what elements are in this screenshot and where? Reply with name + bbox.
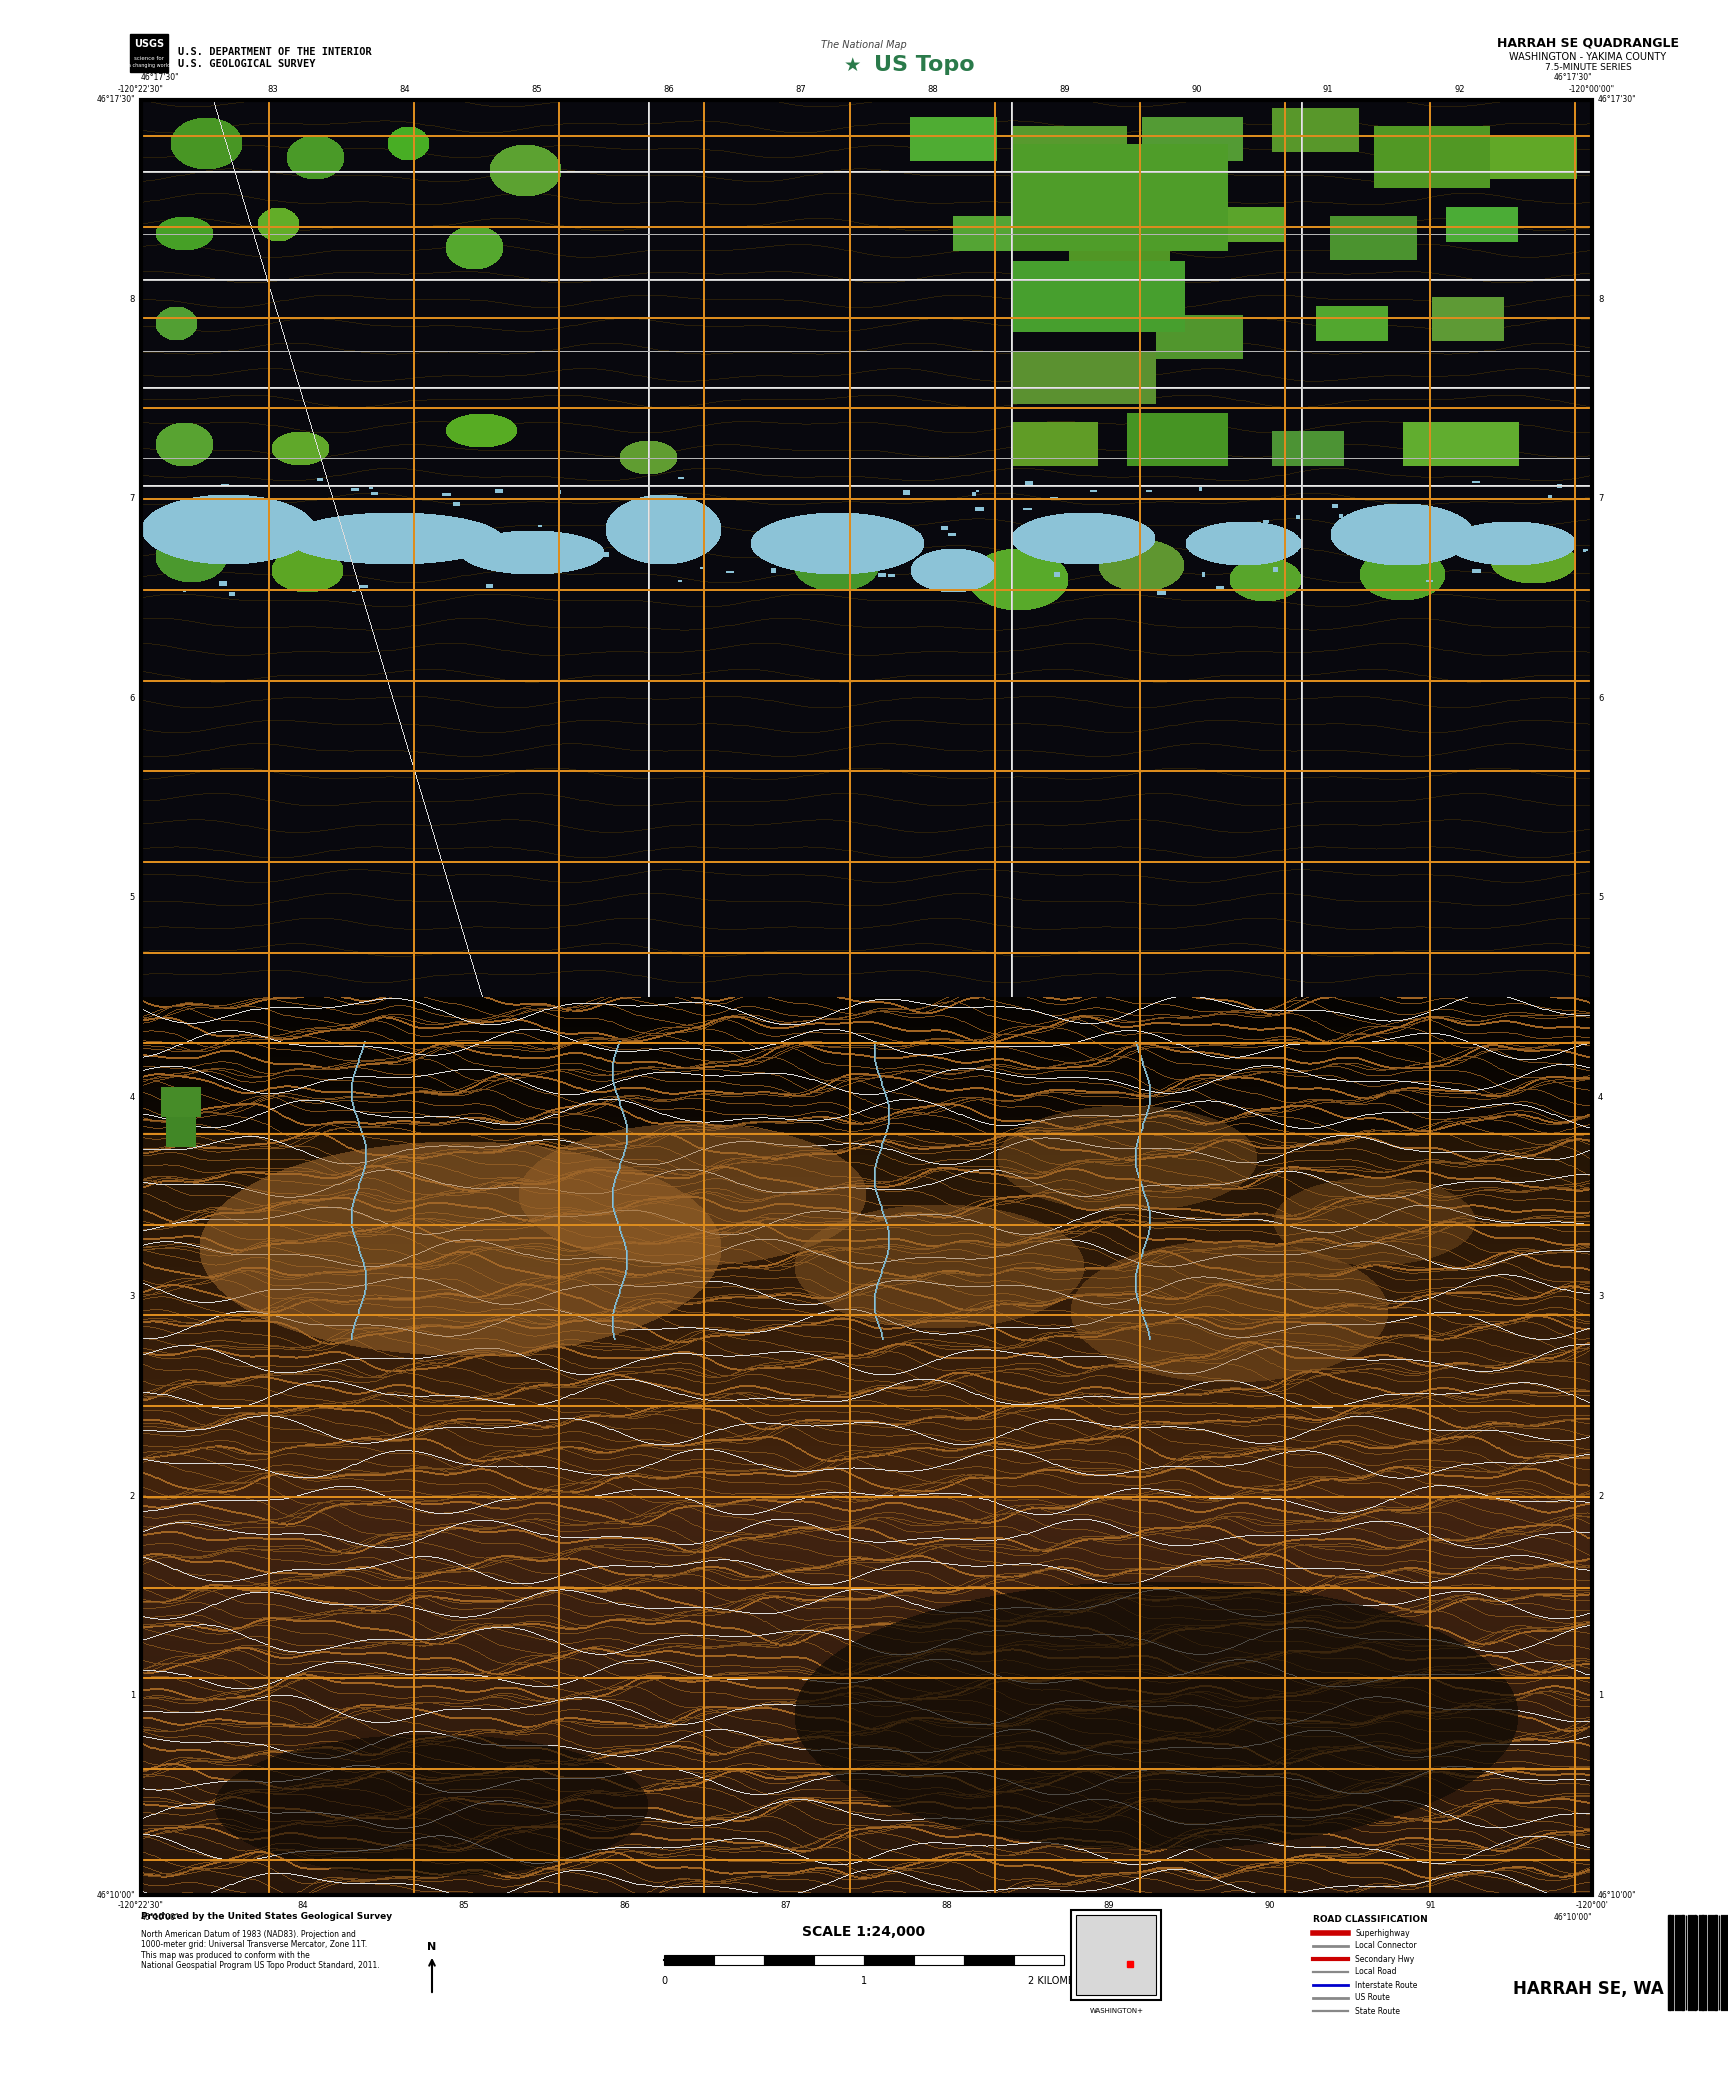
Text: 2 KILOMETERS: 2 KILOMETERS [1028,1975,1099,1986]
Text: US Topo: US Topo [874,54,975,75]
Bar [1071,1911,1161,2000]
Text: 7.5-MINUTE SERIES: 7.5-MINUTE SERIES [1545,63,1631,73]
Text: 4: 4 [130,1092,135,1102]
Text: USGS: USGS [135,40,164,48]
Text: ★: ★ [843,56,861,75]
Text: The National Map: The National Map [821,40,907,50]
Text: 86: 86 [619,1900,631,1911]
Text: 83: 83 [268,86,278,94]
Text: science for: science for [135,56,164,61]
Bar [130,33,168,71]
Text: Local Road: Local Road [1355,1967,1396,1977]
Text: Secondary Hwy: Secondary Hwy [1355,1954,1415,1963]
Text: SCALE 1:24,000: SCALE 1:24,000 [802,1925,926,1940]
Text: -120°00': -120°00' [1576,1900,1609,1911]
Text: 7: 7 [1598,495,1604,503]
Text: US Route: US Route [1355,1994,1389,2002]
Text: 6: 6 [1598,693,1604,704]
Text: WASHINGTON+: WASHINGTON+ [1089,2009,1144,2015]
Bar [664,1954,714,1965]
Text: a changing world: a changing world [128,63,169,67]
Bar [714,1954,764,1965]
Bar [1014,1954,1064,1965]
Text: 84: 84 [297,1900,308,1911]
Text: 7: 7 [130,495,135,503]
Text: 86: 86 [664,86,674,94]
Bar [864,1954,914,1965]
Text: 88: 88 [928,86,938,94]
Text: 90: 90 [1265,1900,1275,1911]
Text: 0: 0 [660,1975,667,1986]
Text: 46°17'30": 46°17'30" [142,73,180,81]
Text: 46°10'00": 46°10'00" [97,1890,135,1900]
Text: WASHINGTON - YAKIMA COUNTY: WASHINGTON - YAKIMA COUNTY [1510,52,1666,63]
Text: 3: 3 [130,1292,135,1301]
Text: North American Datum of 1983 (NAD83). Projection and
1000-meter grid: Universal : North American Datum of 1983 (NAD83). Pr… [142,1929,380,1971]
Text: 46°10'00": 46°10'00" [1553,1913,1591,1921]
Text: HARRAH SE, WA: HARRAH SE, WA [1512,1979,1664,1998]
Text: 87: 87 [781,1900,791,1911]
Text: 91: 91 [1426,1900,1436,1911]
Text: N: N [427,1942,437,1952]
Text: -120°00'00": -120°00'00" [1569,86,1616,94]
Text: 85: 85 [458,1900,468,1911]
Text: 46°17'30": 46°17'30" [97,96,135,104]
Bar [914,1954,964,1965]
Text: 1: 1 [130,1691,135,1700]
Text: State Route: State Route [1355,2007,1400,2015]
Text: U.S. GEOLOGICAL SURVEY: U.S. GEOLOGICAL SURVEY [178,58,316,69]
Text: 89: 89 [1102,1900,1113,1911]
Text: 1: 1 [1598,1691,1604,1700]
Text: 90: 90 [1191,86,1201,94]
Text: -120°22'30": -120°22'30" [118,1900,164,1911]
Text: 87: 87 [795,86,805,94]
Text: 85: 85 [532,86,543,94]
Text: ROAD CLASSIFICATION: ROAD CLASSIFICATION [1313,1915,1427,1923]
Text: 92: 92 [1455,86,1465,94]
Text: 46°17'30": 46°17'30" [1553,73,1591,81]
Bar [142,100,1591,1896]
Text: 5: 5 [130,894,135,902]
Bar [964,1954,1014,1965]
Text: -120°22'30": -120°22'30" [118,86,164,94]
Text: 46°10'00": 46°10'00" [1598,1890,1636,1900]
Bar [814,1954,864,1965]
Text: Local Connector: Local Connector [1355,1942,1417,1950]
Text: 8: 8 [1598,294,1604,305]
Text: 2: 2 [1598,1491,1604,1501]
Text: Interstate Route: Interstate Route [1355,1982,1417,1990]
Text: 5: 5 [1598,894,1604,902]
Text: 84: 84 [399,86,410,94]
Text: 89: 89 [1059,86,1070,94]
Text: Superhighway: Superhighway [1355,1929,1410,1938]
Text: 1: 1 [861,1975,867,1986]
Bar [1077,1915,1156,1994]
Text: 46°17'30": 46°17'30" [1598,96,1636,104]
Text: 88: 88 [942,1900,952,1911]
Text: 4: 4 [1598,1092,1604,1102]
Text: 8: 8 [130,294,135,305]
Text: 3: 3 [1598,1292,1604,1301]
Bar [764,1954,814,1965]
Text: Produced by the United States Geological Survey: Produced by the United States Geological… [142,1913,392,1921]
Text: 46°10'00": 46°10'00" [142,1913,180,1921]
Text: 6: 6 [130,693,135,704]
Text: 91: 91 [1324,86,1334,94]
Text: U.S. DEPARTMENT OF THE INTERIOR: U.S. DEPARTMENT OF THE INTERIOR [178,48,372,56]
Text: 2: 2 [130,1491,135,1501]
Text: HARRAH SE QUADRANGLE: HARRAH SE QUADRANGLE [1496,35,1680,50]
